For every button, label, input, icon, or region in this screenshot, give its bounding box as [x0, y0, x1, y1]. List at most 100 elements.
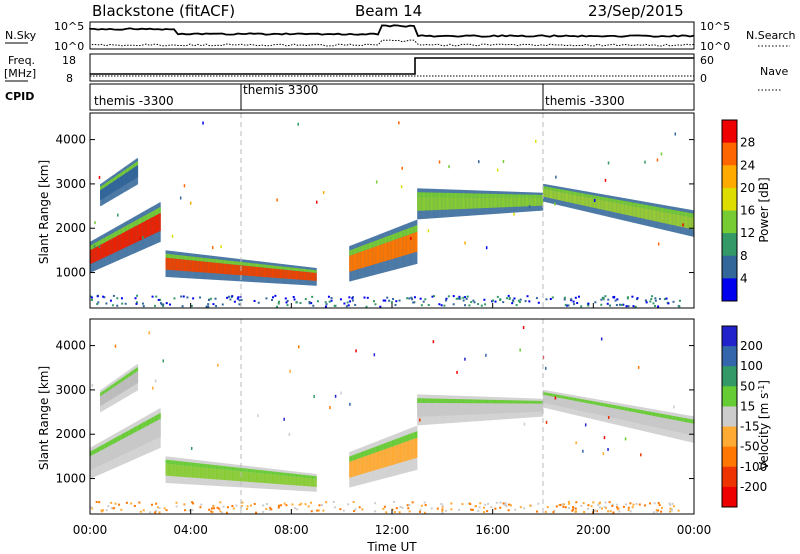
power-scatter-ring — [96, 241, 99, 247]
power-scatter-ring — [220, 259, 222, 264]
velocity-ground-scatter — [503, 503, 506, 506]
velocity-scatter-ring — [460, 399, 463, 404]
power-scatter-core — [202, 261, 204, 273]
velocity-scatter-ring — [411, 433, 413, 440]
velocity-scatter-core — [552, 396, 554, 405]
velocity-scatter-core — [178, 464, 180, 477]
velocity-ground-scatter — [479, 502, 482, 505]
nsky-label: N.Sky — [5, 29, 37, 42]
power-scatter-ring — [140, 217, 142, 224]
power-scatter-ring — [311, 269, 314, 273]
velocity-scatter-core — [124, 437, 126, 454]
power-scatter-core — [454, 197, 457, 210]
velocity-ground-scatter — [670, 509, 673, 512]
velocity-ground-scatter — [95, 500, 98, 503]
velocity-scatter-core — [460, 403, 463, 416]
velocity-ground-scatter — [183, 503, 186, 506]
power-scatter-ring — [103, 184, 105, 188]
velocity-scatter-core — [657, 416, 659, 428]
power-scatter-ring — [372, 241, 374, 248]
power-scatter-ring — [636, 203, 639, 207]
power-colorbar-cell — [722, 210, 737, 234]
velocity-scatter-ring — [118, 380, 120, 384]
velocity-ground-scatter — [199, 506, 202, 509]
velocity-scatter-core — [132, 433, 134, 451]
nsky-frame — [89, 21, 695, 50]
power-scatter-ring — [279, 266, 282, 270]
power-scatter-core — [591, 198, 593, 208]
velocity-scatter-core — [592, 404, 594, 414]
power-scatter-ring — [454, 193, 457, 198]
velocity-scatter-core — [494, 403, 497, 414]
power-scatter-core — [534, 197, 537, 206]
power-scatter-core — [253, 266, 255, 277]
power-ground-scatter — [96, 303, 99, 306]
velocity-scatter-ring — [468, 399, 471, 404]
power-scatter-core — [229, 264, 231, 275]
power-scatter-ring — [249, 262, 251, 267]
power-scatter-core — [585, 196, 587, 207]
power-noise-point — [644, 160, 646, 164]
power-ground-scatter — [271, 296, 274, 299]
velocity-scatter-core — [640, 413, 642, 425]
velocity-noise-point — [154, 379, 157, 383]
velocity-ground-scatter — [567, 500, 570, 503]
power-scatter-core — [396, 238, 398, 258]
power-scatter-core — [525, 197, 528, 207]
power-scatter-core — [205, 261, 207, 273]
power-scatter-core — [618, 203, 620, 214]
power-scatter-core — [266, 267, 268, 278]
nave-tick-bottom: 0 — [700, 72, 707, 85]
power-scatter-ring — [464, 193, 466, 198]
velocity-scatter-ring — [633, 408, 635, 413]
power-ground-scatter — [410, 296, 413, 299]
velocity-scatter-core — [133, 373, 135, 386]
power-scatter-ring — [496, 193, 498, 198]
power-scatter-ring — [420, 192, 422, 197]
velocity-scatter-ring — [589, 400, 592, 404]
velocity-scatter-ring — [170, 460, 172, 465]
velocity-scatter-ring — [265, 470, 267, 474]
power-ground-scatter — [572, 300, 575, 303]
velocity-scatter-ring — [242, 468, 244, 472]
velocity-scatter-ring — [149, 418, 151, 425]
velocity-scatter-ring — [420, 398, 422, 403]
power-scatter-core — [601, 199, 603, 210]
power-scatter-ring — [551, 187, 553, 191]
velocity-scatter-core — [257, 472, 259, 483]
power-ground-scatter — [458, 295, 461, 298]
power-colorbar-cell — [722, 120, 737, 144]
power-ground-scatter — [180, 295, 183, 298]
power-scatter-core — [645, 208, 648, 220]
velocity-ground-scatter — [155, 502, 158, 505]
velocity-scatter-core — [110, 389, 112, 400]
velocity-scatter-core — [279, 475, 282, 485]
velocity-ground-scatter — [188, 509, 191, 512]
power-scatter-core — [661, 211, 664, 223]
power-scatter-core — [682, 215, 684, 228]
velocity-ground-scatter — [139, 510, 142, 513]
power-scatter-core — [144, 221, 146, 239]
power-scatter-ring — [153, 210, 156, 217]
velocity-scatter-core — [120, 382, 123, 394]
power-ground-scatter — [452, 303, 455, 306]
power-scatter-core — [589, 197, 592, 208]
power-noise-point — [94, 221, 96, 225]
power-ground-scatter — [513, 297, 516, 300]
power-scatter-core — [221, 263, 223, 274]
power-scatter-ring — [286, 267, 289, 270]
velocity-scatter-ring — [632, 408, 634, 412]
power-scatter-core — [514, 197, 516, 207]
power-ground-scatter — [231, 295, 234, 298]
velocity-ground-scatter — [677, 509, 680, 512]
velocity-scatter-ring — [610, 404, 612, 408]
power-scatter-core — [116, 179, 118, 191]
power-scatter-ring — [476, 193, 479, 198]
power-scatter-ring — [625, 201, 627, 205]
velocity-scatter-ring — [521, 400, 523, 404]
power-scatter-ring — [497, 193, 499, 198]
power-scatter-ring — [97, 241, 100, 246]
power-scatter-ring — [569, 190, 571, 194]
velocity-scatter-core — [302, 477, 305, 486]
velocity-scatter-core — [615, 408, 617, 419]
